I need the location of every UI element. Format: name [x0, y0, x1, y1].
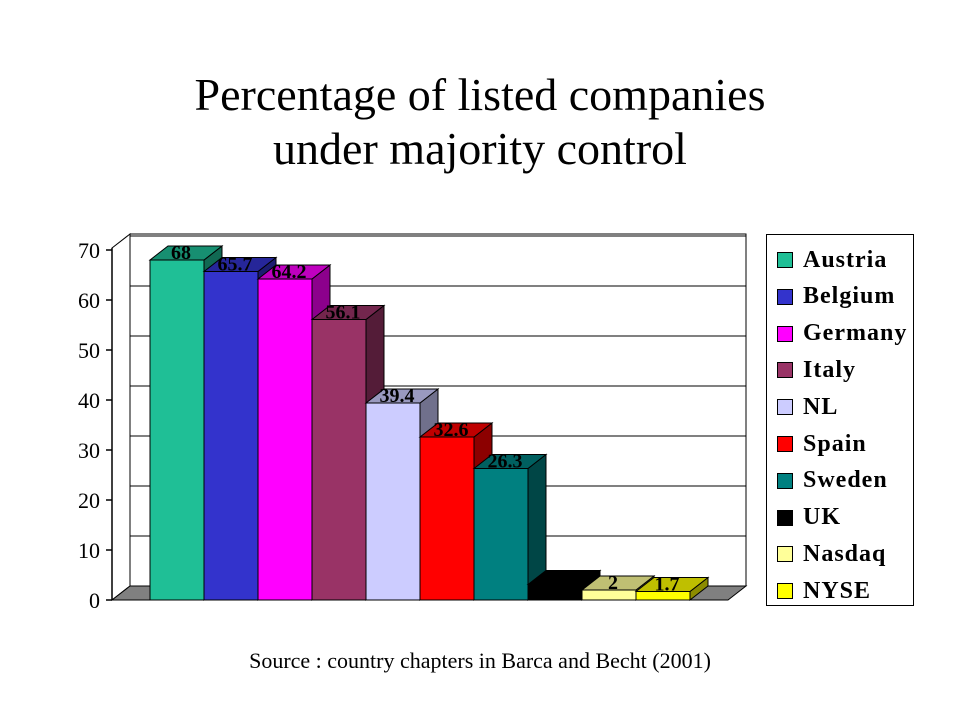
legend-item-spain: Spain	[777, 429, 867, 459]
y-tick-label: 0	[89, 588, 100, 613]
bar-front-face	[311, 319, 367, 601]
legend-swatch	[777, 399, 793, 416]
legend-item-austria: Austria	[777, 245, 887, 275]
data-label: 65.7	[218, 254, 253, 276]
legend-swatch	[777, 546, 793, 563]
source-note: Source : country chapters in Barca and B…	[249, 648, 711, 673]
legend-label: NYSE	[803, 577, 872, 604]
legend-label: Belgium	[803, 283, 896, 310]
chart-title: Percentage of listed companies under maj…	[0, 68, 960, 176]
legend-item-uk: UK	[777, 503, 841, 533]
y-tick-label: 50	[78, 338, 100, 363]
legend-label: Nasdaq	[803, 540, 887, 567]
legend-label: Sweden	[803, 467, 888, 494]
y-tick-label: 20	[78, 488, 100, 513]
legend-swatch	[777, 252, 793, 268]
y-tick-label: 60	[78, 288, 100, 313]
bar-front-face	[203, 271, 259, 601]
legend-swatch	[777, 509, 793, 526]
legend-item-sweden: Sweden	[777, 466, 888, 496]
title-line-2: under majority control	[273, 123, 687, 174]
y-tick-label: 30	[78, 438, 100, 463]
bar-nyse: 1.7	[634, 574, 710, 602]
bar-sweden: 26.3	[472, 451, 548, 602]
legend-item-italy: Italy	[777, 355, 856, 385]
legend-label: UK	[803, 504, 841, 531]
legend-swatch	[777, 288, 793, 305]
bar-front-face	[635, 591, 691, 601]
bar-front-face	[473, 468, 529, 601]
data-label: 1.7	[655, 574, 680, 596]
y-tick-label: 10	[78, 538, 100, 563]
legend-item-germany: Germany	[777, 319, 907, 349]
bar-front-face	[257, 278, 313, 601]
data-label: 68	[171, 242, 191, 264]
legend-item-nasdaq: Nasdaq	[777, 539, 886, 569]
data-label: 3.1	[547, 567, 572, 589]
data-label: 39.4	[380, 385, 415, 407]
bar-front-face	[419, 436, 475, 601]
y-tick-label: 70	[78, 238, 100, 263]
data-label: 56.1	[326, 302, 361, 324]
legend-swatch	[777, 325, 793, 342]
legend-swatch	[777, 362, 793, 379]
legend-swatch	[777, 472, 793, 489]
data-label: 32.6	[434, 419, 469, 441]
legend-swatch	[777, 436, 793, 452]
legend-item-nl: NL	[777, 392, 838, 422]
legend-label: Germany	[803, 320, 908, 347]
chart-legend: Austria Belgium Germany Italy NL Spain Sweden U…	[766, 234, 914, 606]
data-label: 26.3	[488, 451, 523, 473]
data-label: 2	[608, 572, 618, 594]
legend-item-belgium: Belgium	[777, 282, 895, 312]
legend-item-nyse: NYSE	[777, 576, 871, 606]
y-tick-label: 40	[78, 388, 100, 413]
data-label: 64.2	[272, 261, 307, 283]
legend-swatch	[777, 583, 793, 600]
legend-label: Spain	[803, 430, 867, 457]
title-line-1: Percentage of listed companies	[194, 69, 766, 120]
legend-label: NL	[803, 393, 839, 420]
bar-front-face	[365, 402, 421, 601]
plot-side-wall	[111, 232, 131, 602]
bar-front-face	[149, 259, 205, 601]
legend-label: Austria	[803, 246, 888, 273]
legend-label: Italy	[803, 356, 856, 383]
